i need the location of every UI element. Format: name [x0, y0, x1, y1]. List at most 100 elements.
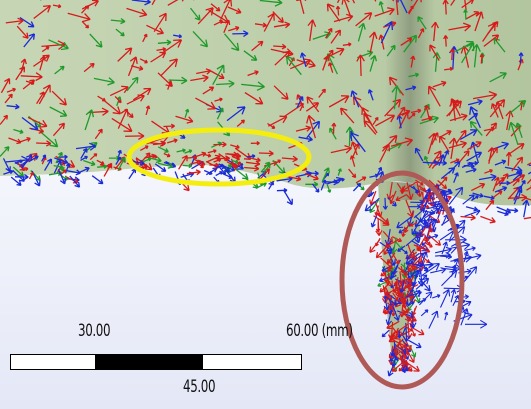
velocity-vector-arrow — [299, 52, 307, 67]
velocity-vector-arrow — [66, 169, 81, 176]
velocity-vector-arrow — [21, 154, 33, 169]
velocity-vector-arrow — [450, 0, 456, 6]
velocity-vector-arrow — [355, 12, 373, 27]
velocity-vector-arrow — [441, 241, 448, 255]
velocity-vector-arrow — [218, 163, 230, 173]
velocity-vector-arrow — [423, 155, 430, 166]
velocity-vector-arrow — [167, 80, 173, 90]
velocity-vector-arrow — [408, 339, 422, 349]
velocity-vector-arrow — [91, 175, 104, 185]
velocity-vector-arrow — [391, 354, 397, 368]
velocity-vector-arrow — [258, 150, 274, 157]
velocity-vector-arrow — [321, 167, 330, 182]
velocity-vector-arrow — [388, 332, 403, 343]
velocity-vector-arrow — [111, 117, 133, 132]
velocity-vector-arrow — [509, 193, 528, 202]
velocity-vector-arrow — [182, 163, 192, 169]
velocity-vector-arrow — [234, 168, 249, 180]
velocity-vector-arrow — [27, 116, 48, 128]
velocity-vector-arrow — [5, 17, 24, 25]
velocity-vector-arrow — [408, 72, 420, 78]
velocity-vector-arrow — [427, 85, 441, 107]
velocity-vector-arrow — [423, 215, 432, 225]
velocity-vector-arrow — [243, 50, 258, 61]
velocity-vector-arrow — [19, 16, 35, 28]
velocity-vector-arrow — [94, 128, 103, 140]
velocity-vector-arrow — [195, 97, 216, 110]
velocity-vector-arrow — [380, 21, 394, 44]
velocity-vector-arrow — [350, 141, 358, 156]
velocity-vector-arrow — [515, 122, 523, 139]
velocity-vector-arrow — [400, 248, 408, 255]
velocity-vector-arrow — [439, 130, 452, 138]
velocity-vector-arrow — [471, 195, 479, 202]
velocity-vector-arrow — [494, 159, 507, 166]
velocity-vector-arrow — [156, 47, 167, 52]
velocity-vector-arrow — [126, 7, 148, 18]
velocity-vector-arrow — [406, 182, 414, 201]
velocity-vector-arrow — [341, 0, 352, 18]
velocity-vector-arrow — [450, 289, 457, 303]
velocity-vector-arrow — [381, 134, 398, 152]
velocity-vector-arrow — [244, 165, 260, 172]
velocity-vector-arrow — [209, 162, 219, 168]
velocity-vector-arrow — [472, 90, 498, 101]
velocity-vector-arrow — [167, 0, 184, 6]
velocity-vector-arrow — [391, 85, 402, 110]
velocity-vector-arrow — [305, 102, 320, 112]
velocity-vector-arrow — [464, 246, 476, 252]
velocity-vector-arrow — [230, 162, 238, 168]
velocity-vector-arrow — [401, 226, 406, 238]
velocity-vector-arrow — [408, 204, 421, 210]
velocity-vector-arrow — [306, 96, 320, 113]
velocity-vector-arrow — [438, 176, 448, 187]
velocity-vector-arrow — [245, 160, 261, 167]
velocity-vector-arrow — [400, 37, 413, 46]
velocity-vector-arrow — [381, 262, 396, 272]
velocity-vector-arrow — [285, 55, 302, 76]
velocity-vector-arrow — [391, 236, 403, 243]
velocity-vector-arrow — [318, 88, 326, 98]
velocity-vector-arrow — [173, 34, 183, 39]
velocity-vector-arrow — [424, 242, 433, 248]
velocity-vector-arrow — [414, 147, 424, 162]
velocity-vector-arrow — [131, 0, 151, 6]
velocity-vector-arrow — [33, 54, 50, 67]
velocity-vector-arrow — [251, 40, 264, 52]
velocity-vector-arrow — [405, 232, 422, 247]
velocity-vector-arrow — [330, 29, 342, 44]
velocity-vector-arrow — [102, 99, 122, 115]
velocity-vector-arrow — [479, 53, 485, 64]
velocity-vector-arrow — [495, 101, 504, 120]
velocity-vector-arrow — [260, 161, 271, 173]
velocity-vector-arrow — [399, 304, 405, 318]
velocity-vector-arrow — [460, 308, 469, 326]
velocity-vector-arrow — [418, 274, 428, 284]
velocity-vector-arrow — [449, 48, 455, 61]
velocity-vector-arrow — [146, 24, 164, 35]
velocity-vector-arrow — [448, 160, 461, 174]
velocity-vector-arrow — [4, 93, 13, 104]
velocity-vector-arrow — [84, 109, 95, 131]
velocity-vector-arrow — [458, 150, 470, 164]
velocity-vector-arrow — [443, 35, 449, 47]
velocity-vector-arrow — [375, 245, 388, 259]
velocity-vector-arrow — [125, 132, 145, 140]
velocity-vector-arrow — [416, 261, 434, 269]
velocity-vector-arrow — [410, 199, 424, 206]
velocity-vector-arrow — [438, 154, 445, 166]
velocity-vector-arrow — [471, 44, 481, 68]
velocity-vector-arrow — [397, 0, 408, 14]
velocity-vector-arrow — [212, 64, 225, 86]
velocity-vector-arrow — [485, 199, 495, 211]
velocity-vector-arrow — [69, 175, 81, 188]
velocity-vector-arrow — [163, 152, 171, 158]
velocity-vector-arrow — [57, 169, 67, 185]
velocity-vector-arrow — [385, 309, 393, 326]
velocity-vector-arrow — [396, 106, 406, 118]
velocity-vector-arrow — [16, 25, 29, 39]
velocity-vector-arrow — [489, 72, 507, 83]
velocity-vector-arrow — [523, 216, 531, 220]
